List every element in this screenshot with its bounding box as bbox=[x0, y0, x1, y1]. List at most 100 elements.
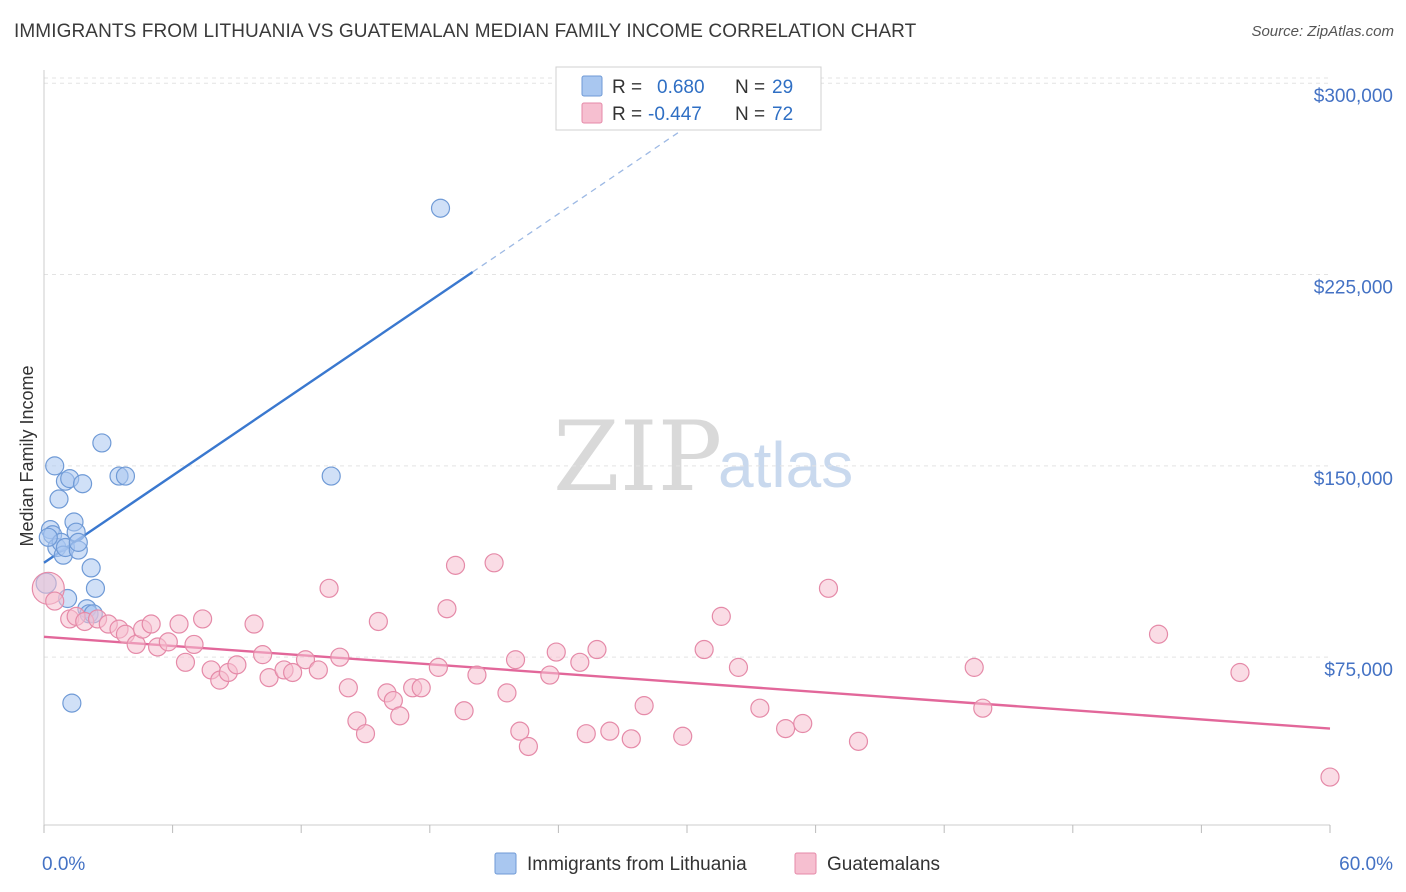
x-tick-label-max: 60.0% bbox=[1339, 854, 1393, 875]
series-legend-label-lithuania: Immigrants from Lithuania bbox=[527, 854, 747, 875]
data-point-guatemalans bbox=[484, 553, 504, 573]
data-point-lithuania bbox=[81, 558, 101, 578]
data-point-guatemalans bbox=[244, 614, 264, 634]
series-legend: Immigrants from Lithuania Guatemalans bbox=[494, 852, 940, 875]
data-point-lithuania bbox=[68, 532, 88, 552]
legend-swatch-lithuania bbox=[581, 75, 603, 97]
legend-n-value-lithuania: 29 bbox=[772, 77, 793, 98]
data-point-guatemalans bbox=[184, 634, 204, 655]
data-point-lithuania bbox=[62, 693, 82, 713]
data-point-guatemalans bbox=[259, 667, 279, 688]
watermark: ZIP atlas bbox=[553, 401, 853, 513]
data-point-guatemalans bbox=[793, 713, 813, 734]
data-point-guatemalans bbox=[673, 726, 693, 746]
x-tick-label-min: 0.0% bbox=[42, 854, 85, 875]
data-point-guatemalans bbox=[570, 652, 590, 672]
data-point-guatemalans bbox=[818, 578, 839, 598]
y-axis-title: Median Family Income bbox=[17, 365, 37, 546]
data-point-guatemalans bbox=[253, 645, 273, 665]
data-point-guatemalans bbox=[169, 614, 189, 634]
data-points bbox=[31, 198, 1340, 787]
watermark-zip: ZIP bbox=[553, 401, 722, 513]
legend-r-value-lithuania: 0.680 bbox=[657, 77, 705, 98]
data-point-guatemalans bbox=[338, 678, 358, 698]
data-point-lithuania bbox=[115, 466, 136, 486]
data-point-guatemalans bbox=[1320, 767, 1340, 787]
data-point-guatemalans bbox=[467, 665, 487, 685]
trend-line-lithuania bbox=[43, 271, 474, 564]
data-point-guatemalans bbox=[510, 721, 530, 741]
trend-line-extension-lithuania bbox=[472, 126, 688, 273]
legend-r-label-lithuania: R = bbox=[612, 77, 642, 98]
series-legend-swatch-lithuania bbox=[494, 852, 517, 875]
data-point-lithuania bbox=[49, 489, 69, 509]
trend-line-guatemalans bbox=[43, 635, 1331, 730]
data-point-lithuania bbox=[430, 198, 451, 218]
chart-title: IMMIGRANTS FROM LITHUANIA VS GUATEMALAN … bbox=[14, 21, 917, 42]
data-point-guatemalans bbox=[45, 591, 65, 611]
data-point-guatemalans bbox=[711, 606, 731, 626]
data-point-guatemalans bbox=[587, 639, 607, 660]
data-point-lithuania bbox=[321, 466, 341, 486]
chart-source: Source: ZipAtlas.com bbox=[1251, 23, 1394, 40]
data-point-guatemalans bbox=[368, 611, 388, 632]
data-point-lithuania bbox=[85, 578, 106, 598]
gridlines bbox=[44, 77, 1330, 658]
data-point-guatemalans bbox=[454, 701, 474, 721]
legend-swatch-guatemalans bbox=[581, 102, 603, 124]
data-point-guatemalans bbox=[497, 683, 517, 703]
y-tick-label: $225,000 bbox=[1314, 278, 1393, 299]
legend-r-value-guatemalans: -0.447 bbox=[648, 104, 702, 125]
legend-r-label-guatemalans: R = bbox=[612, 104, 642, 125]
data-point-guatemalans bbox=[694, 639, 714, 660]
data-point-guatemalans bbox=[428, 657, 448, 677]
legend-n-label-lithuania: N = bbox=[735, 77, 765, 98]
data-point-lithuania bbox=[45, 456, 65, 476]
correlation-legend: R = 0.680 N = 29 R = -0.447 N = 72 bbox=[555, 66, 822, 131]
legend-n-value-guatemalans: 72 bbox=[772, 104, 793, 125]
data-point-guatemalans bbox=[175, 652, 196, 672]
data-point-guatemalans bbox=[621, 729, 641, 749]
data-point-guatemalans bbox=[1148, 624, 1169, 644]
data-point-guatemalans bbox=[355, 724, 376, 744]
data-point-guatemalans bbox=[973, 698, 993, 718]
y-tick-labels: $75,000 $150,000 $225,000 $300,000 bbox=[1314, 86, 1393, 681]
data-point-guatemalans bbox=[437, 599, 457, 619]
data-point-guatemalans bbox=[576, 724, 596, 744]
data-point-guatemalans bbox=[505, 650, 526, 670]
data-point-guatemalans bbox=[775, 719, 796, 739]
data-point-guatemalans bbox=[964, 657, 984, 677]
data-point-lithuania bbox=[38, 527, 58, 547]
data-point-guatemalans bbox=[750, 698, 770, 718]
data-point-guatemalans bbox=[1230, 662, 1250, 683]
data-point-lithuania bbox=[92, 433, 112, 453]
legend-n-label-guatemalans: N = bbox=[735, 104, 765, 125]
y-tick-label: $75,000 bbox=[1324, 660, 1393, 681]
data-point-guatemalans bbox=[411, 678, 431, 698]
watermark-atlas: atlas bbox=[718, 429, 853, 501]
data-point-guatemalans bbox=[283, 662, 303, 683]
data-point-lithuania bbox=[72, 474, 93, 494]
series-legend-swatch-guatemalans bbox=[794, 852, 817, 875]
data-point-guatemalans bbox=[634, 696, 654, 716]
data-point-guatemalans bbox=[728, 657, 749, 677]
data-point-guatemalans bbox=[319, 578, 339, 598]
data-point-guatemalans bbox=[546, 642, 566, 662]
data-point-guatemalans bbox=[330, 647, 350, 667]
data-point-guatemalans bbox=[518, 736, 538, 757]
data-point-guatemalans bbox=[295, 650, 316, 670]
y-tick-label: $150,000 bbox=[1314, 469, 1393, 490]
data-point-guatemalans bbox=[193, 609, 213, 629]
data-point-guatemalans bbox=[445, 555, 466, 575]
data-point-guatemalans bbox=[308, 660, 328, 680]
data-point-guatemalans bbox=[540, 665, 560, 685]
data-point-guatemalans bbox=[390, 706, 410, 726]
data-point-guatemalans bbox=[848, 731, 869, 751]
data-point-guatemalans bbox=[227, 655, 247, 675]
data-point-guatemalans bbox=[141, 614, 161, 634]
x-ticks bbox=[43, 825, 1331, 833]
data-point-guatemalans bbox=[158, 632, 178, 652]
data-point-guatemalans bbox=[600, 721, 620, 741]
y-tick-label: $300,000 bbox=[1314, 86, 1393, 107]
